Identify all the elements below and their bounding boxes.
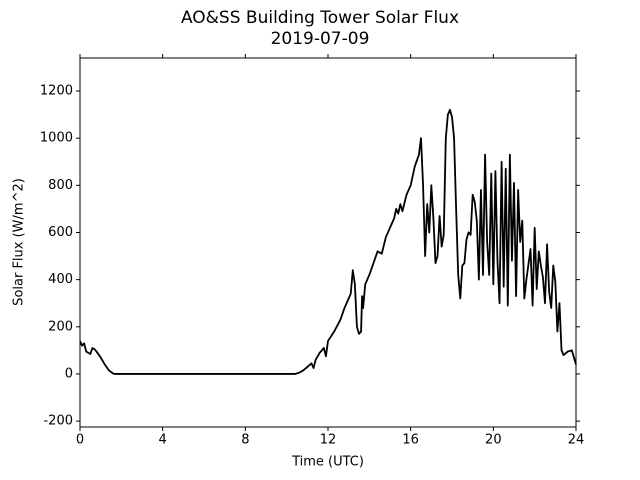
x-tick-label: 24 (568, 433, 585, 448)
y-axis-label: Solar Flux (W/m^2) (12, 178, 27, 306)
x-axis-label: Time (UTC) (291, 455, 364, 470)
y-tick-label: -200 (43, 414, 73, 429)
x-tick-label: 8 (241, 433, 249, 448)
x-tick-label: 12 (320, 433, 337, 448)
y-tick-label: 0 (65, 366, 73, 381)
y-tick-label: 1200 (40, 84, 73, 99)
y-tick-label: 600 (48, 225, 73, 240)
y-tick-label: 200 (48, 319, 73, 334)
chart-title: AO&SS Building Tower Solar Flux (181, 8, 459, 28)
x-tick-label: 16 (402, 433, 419, 448)
data-line (79, 108, 577, 375)
x-tick-label: 0 (76, 433, 84, 448)
x-tick-label: 20 (485, 433, 502, 448)
x-tick-label: 4 (159, 433, 167, 448)
plot-frame (79, 57, 577, 428)
y-tick-label: 800 (48, 178, 73, 193)
y-tick-label: 1000 (40, 131, 73, 146)
y-tick-label: 400 (48, 272, 73, 287)
chart-subtitle: 2019-07-09 (271, 29, 370, 49)
